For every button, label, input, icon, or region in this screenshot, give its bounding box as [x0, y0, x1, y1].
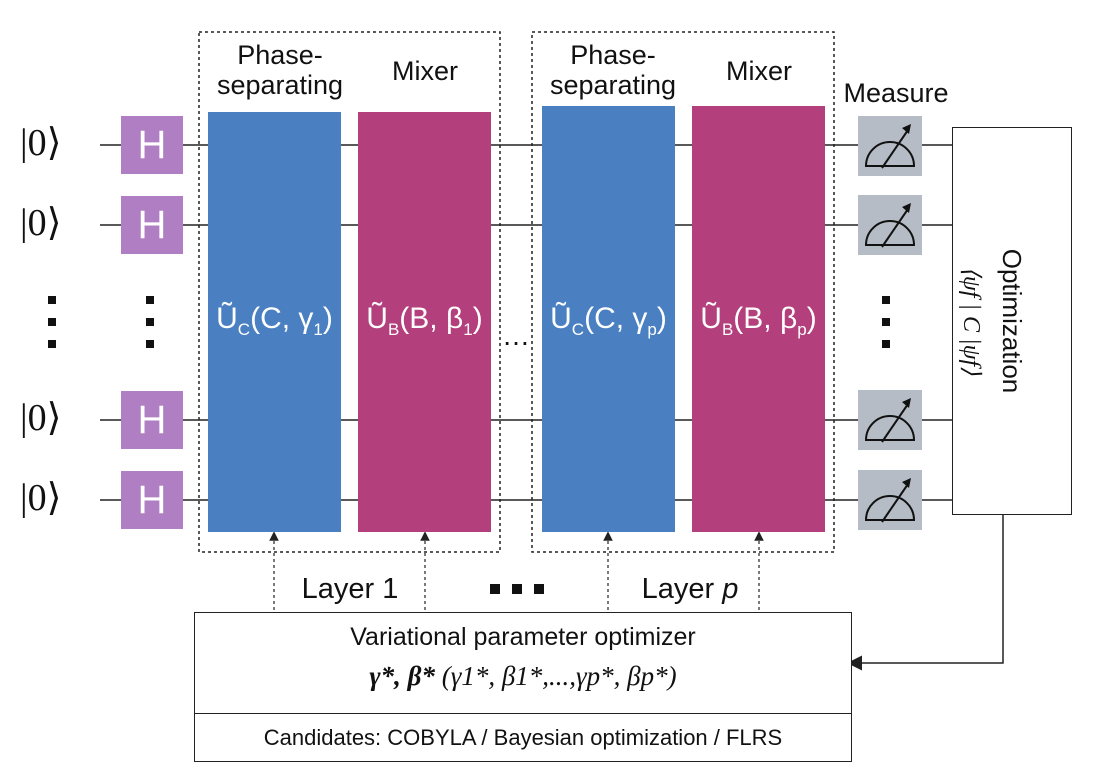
optimizer-formula: γ*, β* (γ1*, β1*,...,γp*, βp*)	[369, 661, 677, 691]
layer-1-label: Layer 1	[301, 573, 399, 605]
measure-label: Measure	[843, 78, 949, 108]
phase-separating-header: Phase- separating	[216, 40, 344, 100]
mixer-header: Mixer	[726, 56, 792, 86]
expectation-value: ⟨ψf | C |ψf⟩	[958, 266, 984, 376]
hadamard-gate: H	[121, 471, 183, 529]
hadamard-gate: H	[121, 116, 183, 174]
variational-optimizer-box: Variational parameter optimizer γ*, β* (…	[194, 612, 852, 762]
ket-label: |0⟩	[20, 202, 62, 244]
hadamard-gate: H	[121, 391, 183, 449]
layer-label-ellipsis	[490, 584, 544, 594]
hadamard-gate: H	[121, 196, 183, 254]
phase-gate-label: ŨC(C, γp)	[550, 302, 667, 339]
qubit-ellipsis-dots	[48, 296, 890, 348]
ket-label: |0⟩	[20, 122, 62, 164]
mixer-gate-label: ŨB(B, βp)	[700, 302, 817, 339]
meter-icon	[858, 470, 922, 530]
mixer-header: Mixer	[392, 56, 458, 86]
layer-1-box	[198, 31, 501, 553]
phase-separating-gate: ŨC(C, γ1)	[208, 112, 341, 532]
layer-ellipsis-dots: …	[502, 320, 530, 351]
ket-label: |0⟩	[20, 397, 62, 439]
phase-gate-label: ŨC(C, γ1)	[216, 302, 333, 339]
optimizer-candidates: Candidates: COBYLA / Bayesian optimizati…	[263, 725, 783, 750]
ket-label: |0⟩	[20, 477, 62, 519]
optimization-label: Optimization	[997, 248, 1027, 394]
parameter-arrows	[269, 531, 764, 610]
phase-separating-gate: ŨC(C, γp)	[542, 106, 675, 532]
mixer-gate: ŨB(B, βp)	[692, 106, 825, 532]
meter-icon	[858, 195, 922, 255]
layer-p-label: Layer p	[641, 573, 739, 605]
meter-icon	[858, 390, 922, 450]
phase-separating-header: Phase- separating	[549, 40, 677, 100]
mixer-gate-label: ŨB(B, β1)	[366, 302, 483, 339]
optimizer-divider	[195, 713, 851, 714]
meter-icon	[858, 116, 922, 176]
measurement-gates	[858, 116, 922, 530]
optimizer-title: Variational parameter optimizer	[350, 623, 696, 651]
mixer-gate: ŨB(B, β1)	[358, 112, 491, 532]
optimization-box: Optimization ⟨ψf | C |ψf⟩	[952, 127, 1072, 515]
feedback-arrow	[847, 514, 1004, 671]
layer-p-box	[531, 31, 835, 553]
